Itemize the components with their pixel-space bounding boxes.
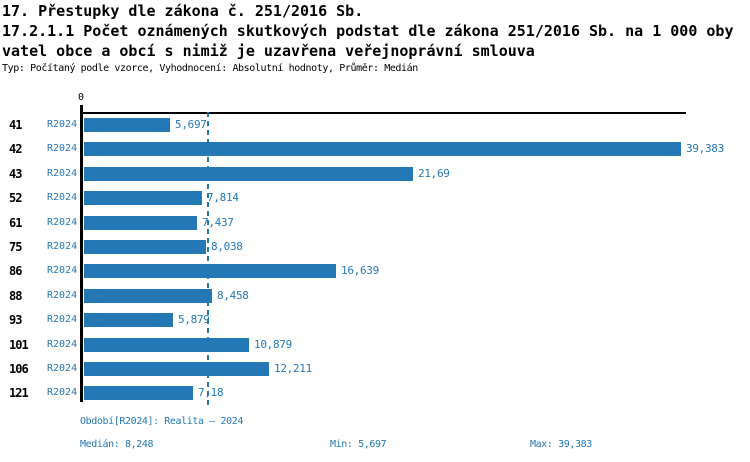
chart-row: 41 R2024 5,697 — [0, 113, 750, 137]
row-category-label: 43 — [9, 166, 22, 181]
bar-value-label: 7,814 — [207, 191, 239, 205]
row-series-label: R2024 — [47, 289, 78, 301]
axis-origin-label: 0 — [77, 92, 85, 103]
chart-row: 93 R2024 5,879 — [0, 308, 750, 332]
row-series-label: R2024 — [47, 143, 78, 155]
chart-row: 75 R2024 8,038 — [0, 235, 750, 259]
row-category-label: 42 — [9, 142, 22, 157]
chart-row: 121 R2024 7,18 — [0, 381, 750, 405]
row-category-label: 86 — [9, 264, 22, 279]
bar-value-label: 5,697 — [175, 118, 207, 131]
chart-row: 88 R2024 8,458 — [0, 284, 750, 308]
bar — [84, 191, 202, 206]
median-reference-line — [207, 112, 209, 406]
chart-row: 61 R2024 7,437 — [0, 211, 750, 235]
chart-title-line1: 17.2.1.1 Počet oznámených skutkových pod… — [2, 22, 734, 40]
x-axis-line — [80, 112, 686, 114]
chart-row: 106 R2024 12,211 — [0, 357, 750, 381]
row-category-label: 75 — [9, 240, 22, 254]
row-category-label: 106 — [9, 362, 29, 376]
chart-row: 43 R2024 21,69 — [0, 162, 750, 186]
stat-max: Max: 39,383 — [530, 439, 592, 450]
bar — [84, 166, 413, 181]
report-title: 17. Přestupky dle zákona č. 251/2016 Sb. — [2, 2, 364, 20]
bar-value-label: 7,18 — [198, 386, 224, 400]
chart-rows: 41 R2024 5,697 42 R2024 39,383 43 R2024 … — [0, 113, 750, 413]
chart-row: 42 R2024 39,383 — [0, 137, 750, 161]
bar — [84, 142, 681, 157]
y-axis-line — [80, 105, 83, 402]
row-series-label: R2024 — [47, 192, 78, 204]
row-series-label: R2024 — [47, 338, 78, 350]
row-category-label: 61 — [9, 215, 22, 230]
bar — [84, 240, 206, 254]
row-series-label: R2024 — [47, 241, 78, 252]
row-category-label: 41 — [9, 118, 22, 132]
bar-value-label: 16,639 — [341, 264, 379, 278]
chart-subtitle: Typ: Počítaný podle vzorce, Vyhodnocení:… — [2, 63, 418, 74]
row-category-label: 52 — [9, 191, 22, 206]
row-series-label: R2024 — [47, 314, 78, 326]
bar — [84, 118, 170, 132]
stat-median: Medián: 8,248 — [80, 439, 154, 450]
bar-value-label: 21,69 — [418, 166, 450, 180]
row-series-label: R2024 — [47, 363, 78, 374]
chart-row: 52 R2024 7,814 — [0, 186, 750, 210]
chart-title-line2: vatel obce a obcí s nimiž je uzavřena ve… — [2, 42, 535, 60]
row-series-label: R2024 — [47, 119, 78, 130]
chart-row: 101 R2024 10,879 — [0, 333, 750, 357]
chart-row: 86 R2024 16,639 — [0, 259, 750, 283]
bar — [84, 288, 212, 303]
bar-value-label: 8,038 — [211, 240, 243, 253]
period-legend: Období[R2024]: Realita – 2024 — [80, 416, 243, 427]
row-category-label: 93 — [9, 313, 22, 328]
bar-value-label: 8,458 — [217, 288, 249, 302]
bar — [84, 386, 193, 401]
row-series-label: R2024 — [47, 387, 78, 399]
bar-value-label: 5,879 — [178, 313, 210, 327]
row-category-label: 121 — [9, 386, 29, 401]
stat-min: Min: 5,697 — [330, 439, 387, 450]
row-category-label: 88 — [9, 288, 22, 303]
bar-value-label: 10,879 — [254, 337, 292, 351]
row-series-label: R2024 — [47, 167, 78, 179]
row-series-label: R2024 — [47, 265, 78, 277]
bar — [84, 215, 197, 230]
bar-value-label: 12,211 — [274, 362, 312, 375]
row-category-label: 101 — [9, 337, 29, 352]
bar — [84, 337, 249, 352]
bar — [84, 313, 173, 328]
bar-value-label: 39,383 — [686, 142, 724, 156]
bar — [84, 264, 336, 279]
bar-value-label: 7,437 — [202, 215, 234, 229]
bar — [84, 362, 269, 376]
row-series-label: R2024 — [47, 216, 78, 228]
